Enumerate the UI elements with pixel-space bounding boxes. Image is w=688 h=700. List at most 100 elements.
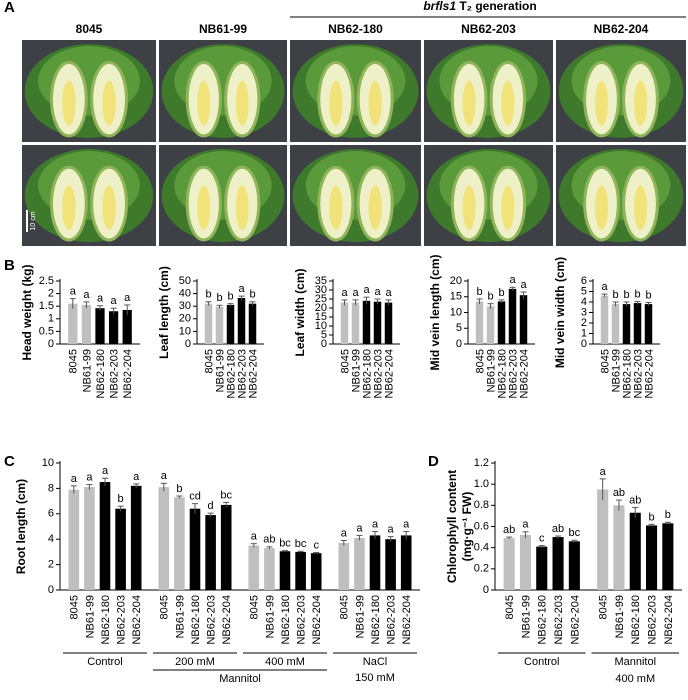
y-tick-label: 0 [456,338,462,350]
significance-letter: a [341,527,348,539]
error-bar [238,295,245,300]
column-label: NB62-180 [328,22,383,36]
gene-name: brfls1 [423,0,456,13]
significance-letter: a [71,473,78,485]
group-label: Mannitol [614,656,656,668]
significance-letter: c [539,532,545,544]
y-tick-label: 2 [48,559,54,571]
error-bar [403,531,410,540]
y-tick-label: 10 [179,325,191,337]
significance-letter: b [665,509,671,521]
x-tick-label: NB61-99 [81,349,93,392]
bar [486,306,495,344]
error-bar [117,505,124,512]
y-tick-label: 1 [581,327,587,339]
y-tick-label: 1.2 [474,457,489,469]
bar [475,301,484,344]
bar [568,541,580,590]
error-bar [372,531,378,540]
error-bar [176,495,183,499]
significance-letter: ab [263,534,275,546]
bar [611,304,620,344]
y-tick-label: 10 [42,457,54,469]
y-tick-label: 40 [179,288,191,300]
error-bar [160,482,167,491]
error-bar [648,523,655,527]
error-bar [124,304,131,316]
x-tick-label: NB62-180 [370,595,382,645]
error-bar [356,534,363,541]
y-tick-label: 1 [48,313,54,325]
significance-letter: a [97,293,104,305]
significance-letter: a [111,295,118,307]
significance-letter: a [86,471,93,483]
bar [400,535,412,590]
significance-letter: bc [295,538,307,550]
y-tick-label: 8 [48,482,54,494]
significance-letter: a [161,470,168,482]
error-bar [97,305,103,311]
error-bar [601,293,608,298]
bar [264,548,275,590]
y-tick-label: 5 [321,329,327,341]
error-bar [352,299,359,306]
generation: T₂ generation [459,0,536,13]
significance-letter: bc [220,489,232,501]
bar [189,508,201,590]
error-bar [341,299,348,306]
significance-letter: b [216,292,222,304]
y-axis-title: Head weight (kg) [20,264,34,360]
generation-header: brfls1 T₂ generation [423,0,536,13]
bar [385,539,396,590]
x-tick-label: NB61-99 [264,595,276,638]
x-tick-label: NB61-99 [614,595,626,638]
y-tick-label: 2 [581,317,587,329]
group-label: NaCl [363,656,387,668]
bar [622,304,631,344]
significance-letter: a [385,287,392,299]
bar [536,546,548,590]
head-core [197,185,211,230]
error-bar [506,536,513,540]
y-axis-title: Root length (cm) [14,479,28,574]
x-tick-label: NB62-203 [236,349,248,399]
bar [108,311,119,344]
head-core [462,80,476,126]
significance-letter: b [498,287,504,299]
y-tick-label: 50 [179,275,191,287]
x-tick-label: NB62-180 [190,595,202,645]
x-tick-label: NB62-204 [221,595,233,645]
error-bar [266,546,273,550]
error-bar [83,301,90,308]
x-tick-label: NB61-99 [520,595,532,638]
x-tick-label: NB62-180 [361,349,373,399]
error-bar [599,478,606,501]
bar [508,288,517,344]
column-label: NB62-204 [594,22,649,36]
y-tick-label: 20 [315,302,327,314]
bar [95,308,105,344]
x-tick-label: 8045 [339,595,351,619]
significance-letter: bc [569,527,581,539]
error-bar [69,298,76,309]
group-label: 150 mM [355,672,395,684]
head-core [62,80,76,126]
x-tick-label: NB62-203 [372,349,384,399]
y-axis-title: (mg·g⁻¹ FW) [460,492,474,562]
head-core [595,185,608,230]
y-axis-title: Leaf width (cm) [293,268,307,356]
bar [68,489,80,590]
bar [662,523,674,590]
head-core [368,185,382,230]
x-tick-label: NB62-203 [632,349,644,399]
bar [340,302,349,344]
y-tick-label: 35 [315,275,327,287]
y-tick-label: 15 [315,311,327,323]
significance-letter: b [487,291,493,303]
significance-letter: a [356,522,363,534]
column-label: 8045 [76,22,103,36]
significance-letter: a [70,286,77,298]
error-bar [207,512,214,517]
significance-letter: b [648,511,654,523]
